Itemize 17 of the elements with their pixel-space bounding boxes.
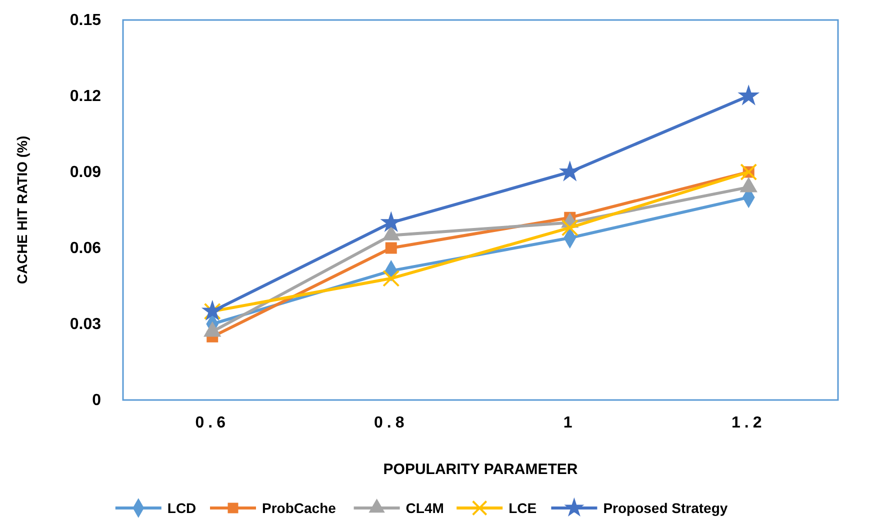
y-axis-title: CACHE HIT RATIO (%) [14, 136, 30, 284]
x-tick-label: 1.2 [732, 414, 766, 432]
legend-label: CL4M [406, 500, 444, 516]
y-tick-label: 0.06 [70, 240, 102, 258]
legend-label: ProbCache [262, 500, 336, 516]
legend-label: Proposed Strategy [603, 500, 728, 516]
x-axis-title: POPULARITY PARAMETER [383, 461, 578, 478]
y-tick-label: 0.12 [70, 88, 102, 106]
legend-label: LCD [167, 500, 196, 516]
x-tick-label: 0.8 [374, 414, 408, 432]
x-tick-label: 0.6 [195, 414, 230, 432]
y-tick-label: 0.15 [70, 12, 102, 30]
y-tick-label: 0.09 [70, 164, 102, 182]
legend-label: LCE [508, 500, 537, 516]
y-tick-label: 0 [92, 392, 102, 410]
x-tick-label: 1 [563, 414, 576, 432]
y-tick-label: 0.03 [70, 316, 102, 334]
